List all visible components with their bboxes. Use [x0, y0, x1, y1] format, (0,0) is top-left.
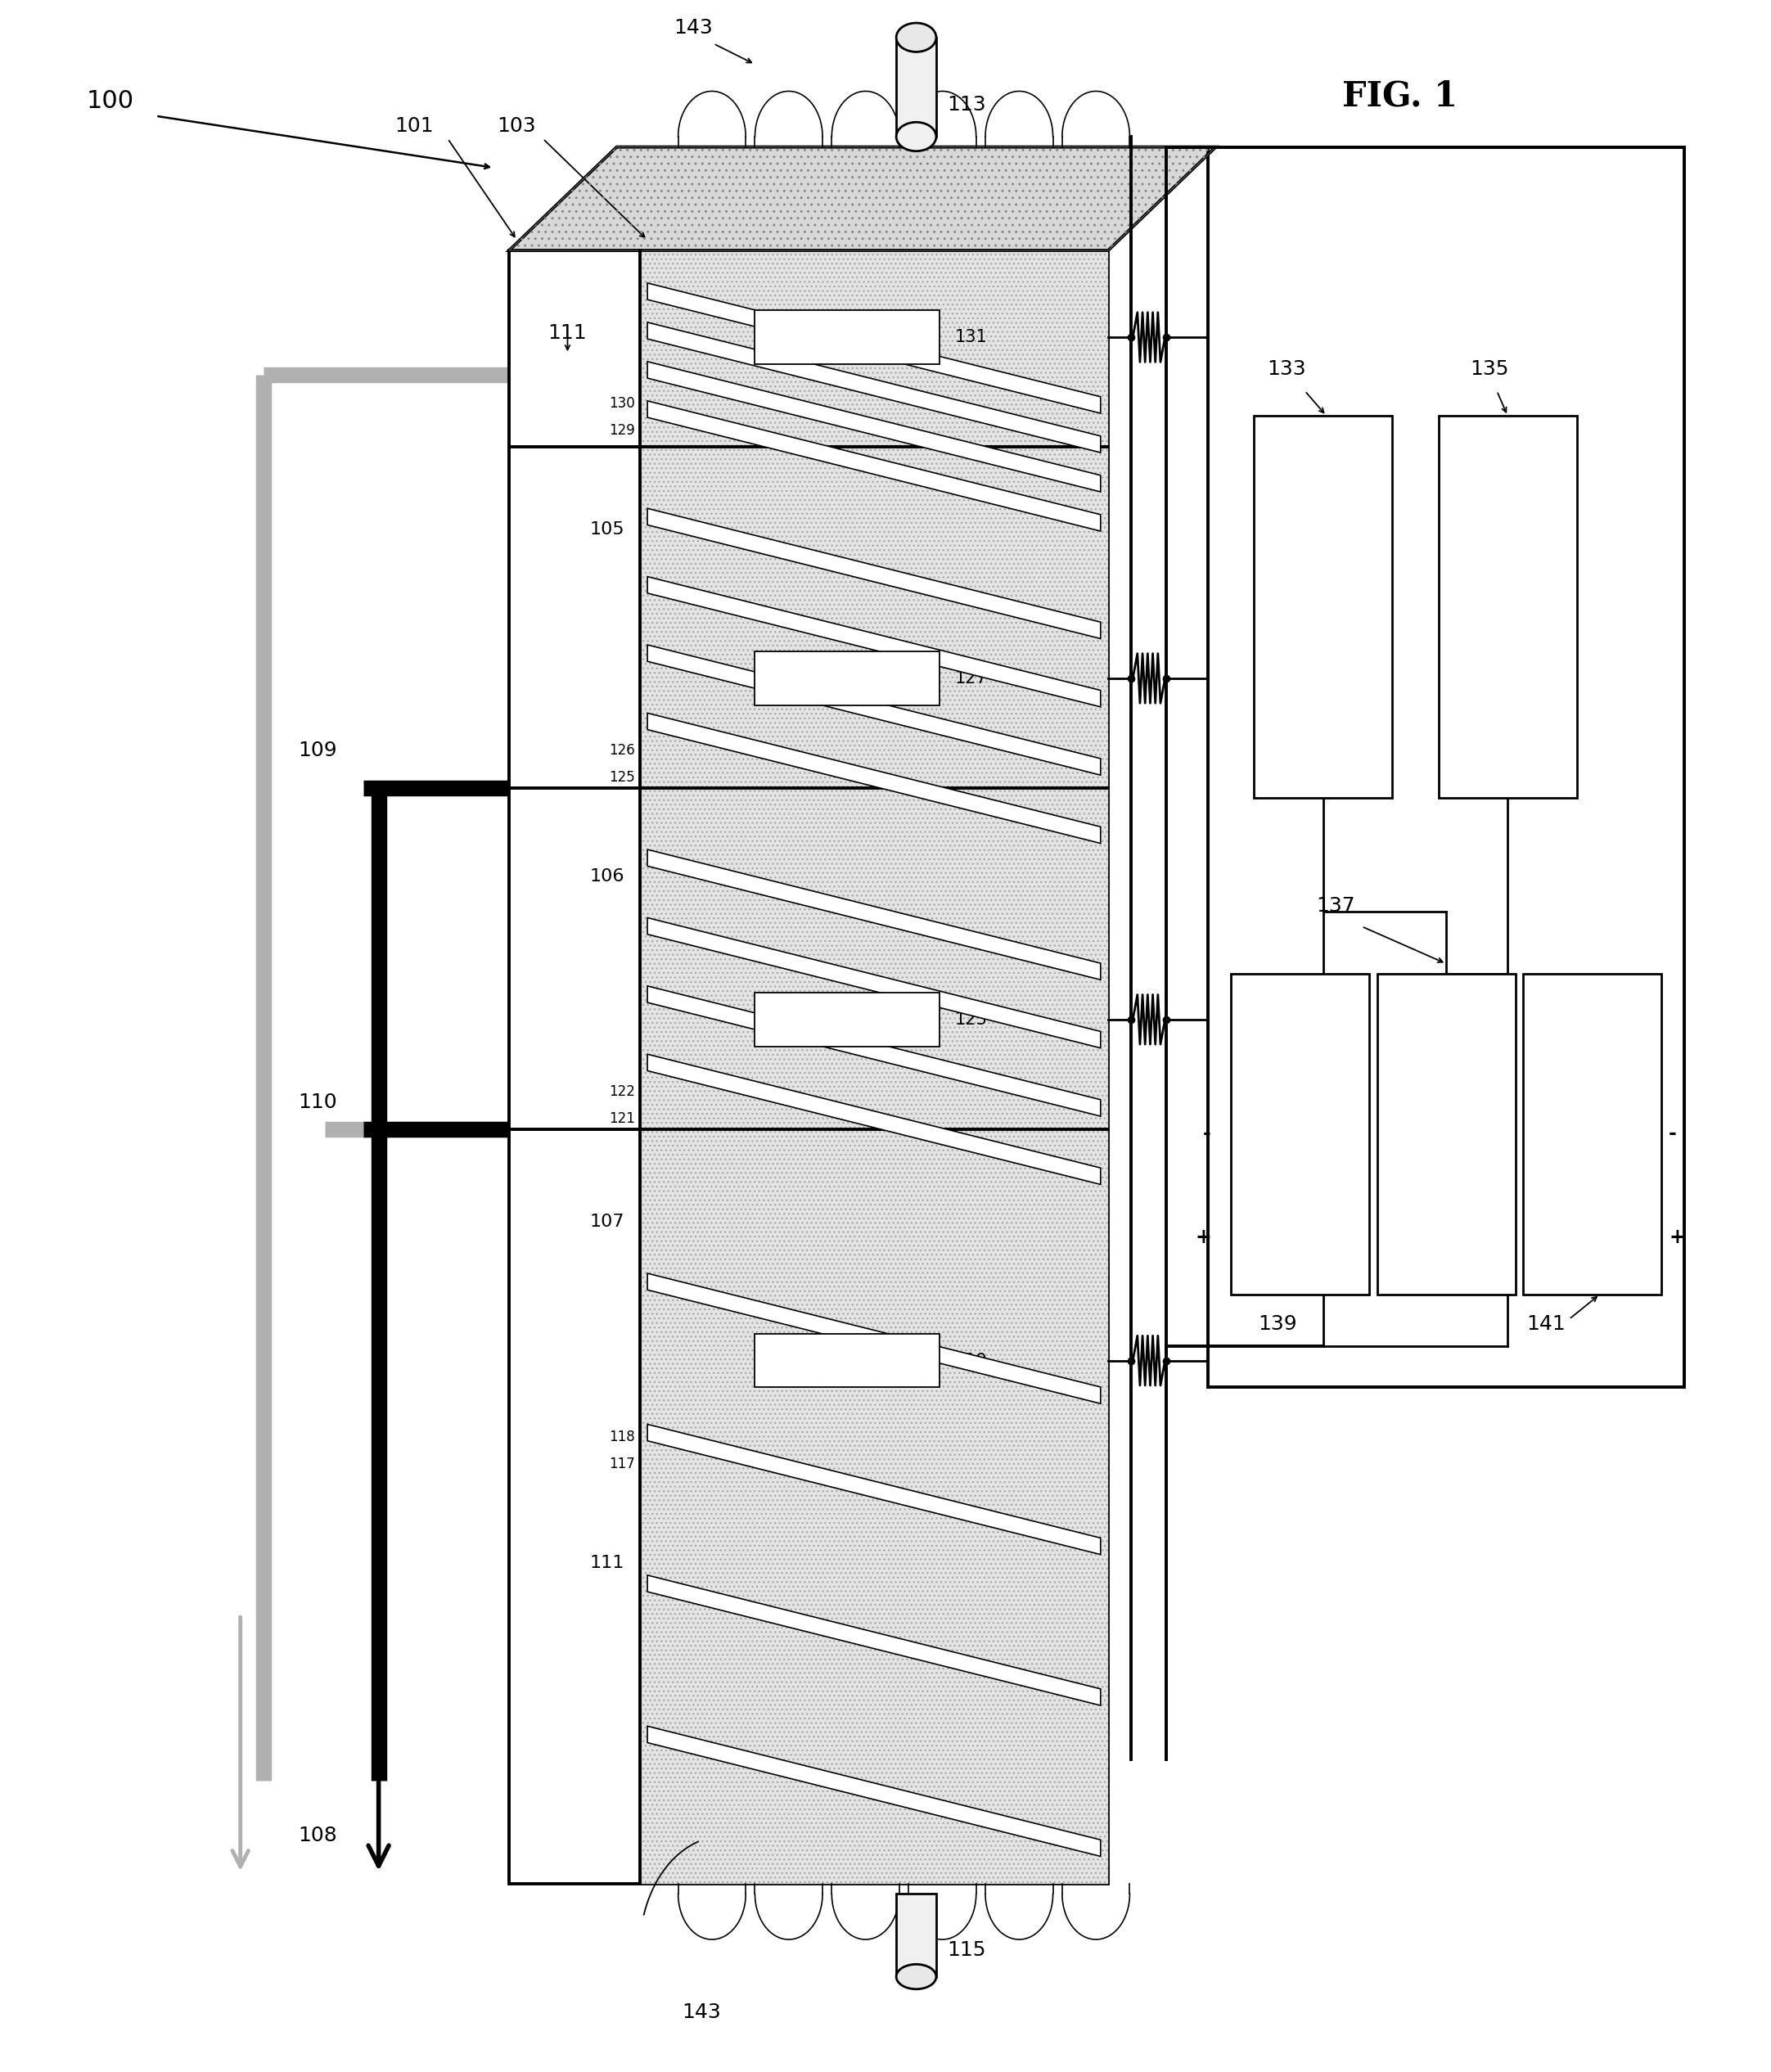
Text: 121: 121	[609, 1111, 636, 1125]
Text: 118: 118	[609, 1430, 636, 1444]
Polygon shape	[648, 576, 1100, 707]
Text: 105: 105	[590, 522, 625, 537]
Text: 107: 107	[590, 1214, 625, 1231]
Polygon shape	[648, 986, 1100, 1117]
Text: 131: 131	[955, 329, 986, 346]
Polygon shape	[648, 1055, 1100, 1185]
Bar	[639, 251, 1109, 1883]
Bar	[1523, 974, 1661, 1295]
Polygon shape	[648, 1274, 1100, 1403]
Ellipse shape	[896, 122, 937, 151]
Text: 100: 100	[87, 89, 135, 112]
Text: 108: 108	[298, 1825, 336, 1846]
Text: 122: 122	[609, 1084, 636, 1098]
Polygon shape	[648, 363, 1100, 491]
Bar	[1438, 416, 1576, 798]
Text: 141: 141	[1527, 1314, 1566, 1334]
Text: 135: 135	[1470, 358, 1509, 379]
Text: 143: 143	[675, 19, 714, 37]
Text: 126: 126	[609, 744, 636, 758]
Text: 101: 101	[395, 116, 434, 137]
Polygon shape	[648, 400, 1100, 530]
Text: 103: 103	[498, 116, 537, 137]
Polygon shape	[648, 1575, 1100, 1705]
Text: 125: 125	[609, 771, 636, 785]
Text: 117: 117	[609, 1457, 636, 1471]
Text: 109: 109	[298, 742, 336, 760]
Bar	[754, 311, 939, 365]
Bar	[1254, 416, 1392, 798]
Bar	[1231, 974, 1369, 1295]
Text: 113: 113	[947, 95, 986, 114]
Text: LV SWITCH: LV SWITCH	[1261, 1127, 1341, 1142]
Bar	[639, 251, 1109, 1883]
Bar	[754, 992, 939, 1046]
Polygon shape	[648, 918, 1100, 1048]
Text: 115: 115	[947, 1939, 986, 1960]
Ellipse shape	[896, 23, 937, 52]
Text: 106: 106	[590, 868, 625, 885]
Polygon shape	[648, 644, 1100, 775]
Text: PULSE
GENERATOR: PULSE GENERATOR	[1401, 1119, 1491, 1150]
Text: -: -	[1203, 1123, 1211, 1144]
Text: 139: 139	[1257, 1314, 1296, 1334]
Text: 127: 127	[955, 669, 986, 686]
Bar	[754, 651, 939, 704]
Text: 129: 129	[609, 423, 636, 437]
Text: 130: 130	[609, 396, 636, 410]
Polygon shape	[648, 508, 1100, 638]
Polygon shape	[648, 1423, 1100, 1554]
Text: 119: 119	[955, 1353, 986, 1370]
Ellipse shape	[896, 1964, 937, 1989]
Bar	[754, 1334, 939, 1388]
Bar	[1208, 147, 1684, 1388]
Text: HV SUPPLY: HV SUPPLY	[1500, 568, 1514, 646]
Polygon shape	[648, 323, 1100, 452]
Text: 110: 110	[298, 1092, 336, 1113]
Bar	[1378, 974, 1516, 1295]
Bar	[896, 1894, 937, 1977]
Text: LV SUPPLY: LV SUPPLY	[1316, 570, 1330, 644]
Polygon shape	[648, 284, 1100, 412]
Bar	[510, 251, 1109, 1883]
Text: -: -	[1668, 1123, 1677, 1144]
Text: 123: 123	[955, 1011, 986, 1028]
Text: 137: 137	[1316, 897, 1355, 916]
Bar	[896, 37, 937, 137]
Polygon shape	[648, 713, 1100, 843]
Text: +: +	[1668, 1227, 1684, 1247]
Text: 143: 143	[682, 2002, 721, 2022]
Text: +: +	[1195, 1227, 1211, 1247]
Text: 111: 111	[547, 323, 586, 342]
Text: 133: 133	[1266, 358, 1305, 379]
Polygon shape	[648, 1726, 1100, 1857]
Polygon shape	[510, 147, 1215, 251]
Polygon shape	[648, 850, 1100, 980]
Text: FIG. 1: FIG. 1	[1342, 79, 1458, 114]
Text: 111: 111	[590, 1554, 625, 1571]
Text: HV SWITCH: HV SWITCH	[1550, 1127, 1635, 1142]
